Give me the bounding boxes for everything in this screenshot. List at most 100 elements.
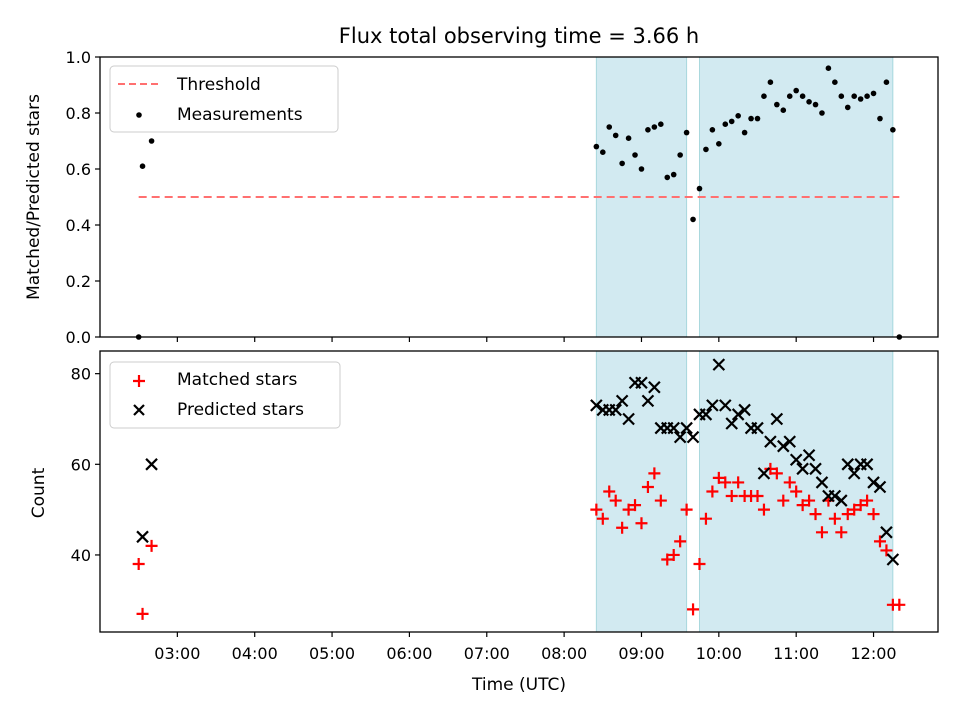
predicted-star-point	[145, 458, 158, 471]
predicted-star-point	[136, 530, 149, 544]
measurement-point	[593, 143, 600, 150]
measurement-point	[851, 93, 857, 99]
x-tick-label: 09:00	[618, 644, 664, 663]
top-y-tick-label: 0.6	[66, 160, 91, 179]
measurement-point	[883, 79, 890, 85]
measurement-point	[625, 135, 632, 141]
measurement-point	[696, 185, 703, 192]
matched-star-point	[835, 526, 848, 539]
predicted-star-point	[609, 403, 622, 417]
measurement-point	[645, 127, 651, 133]
matched-star-point	[880, 544, 893, 557]
matched-star-point	[136, 607, 149, 620]
x-tick-label: 12:00	[850, 644, 896, 663]
matched-star-point	[764, 462, 777, 475]
matched-star-point	[796, 499, 809, 512]
matched-star-point	[145, 539, 158, 552]
threshold-legend-label: Threshold	[176, 75, 261, 95]
predicted-star-point	[680, 421, 693, 435]
bottom-y-tick-label: 60	[71, 455, 91, 474]
matched-star-point	[803, 494, 816, 507]
matched-star-point	[757, 503, 770, 516]
x-tick-label: 06:00	[386, 644, 432, 663]
measurement-point	[844, 104, 851, 111]
bottom-legend-box	[109, 361, 341, 429]
matched-star-point	[603, 485, 616, 498]
matched-star-point	[693, 558, 706, 571]
predicted-star-points	[136, 358, 900, 566]
matched-star-point	[674, 535, 687, 548]
matched-star-point	[706, 485, 719, 498]
predicted-star-point	[867, 476, 880, 489]
predicted-star-point	[809, 462, 822, 476]
measurement-point	[793, 87, 799, 94]
matched-star-point	[719, 476, 732, 489]
predicted-star-point	[828, 489, 842, 503]
measurement-point	[632, 152, 638, 158]
predicted-star-point	[706, 399, 719, 412]
predicted-star-point	[873, 480, 887, 494]
measurement-point	[709, 127, 716, 133]
matched-star-point	[732, 476, 745, 489]
predicted-star-point	[835, 494, 848, 507]
bottom-y-tick-label: 80	[71, 365, 91, 384]
measurement-point	[890, 127, 896, 133]
top-y-tick-label: 0.0	[66, 328, 91, 347]
measurement-point	[690, 216, 696, 223]
measurement-point	[877, 115, 883, 122]
measurement-point	[819, 110, 825, 116]
matched-star-point	[616, 521, 629, 534]
predicted-star-point	[777, 439, 790, 453]
predicted-star-point	[590, 399, 603, 412]
x-tick-label: 08:00	[541, 644, 587, 663]
top-y-axis-label: Matched/Predicted stars	[24, 94, 44, 300]
predicted-star-point	[802, 448, 816, 462]
measurement-point	[148, 138, 155, 144]
measurement-point	[651, 124, 658, 130]
x-tick-label: 04:00	[232, 644, 278, 663]
top-panel: 0.0 0.2 0.4 0.6 0.8 1.0 Matched/Predicted sta…	[24, 48, 939, 347]
predicted-star-point	[648, 380, 661, 394]
top-legend: Threshold Measurements	[109, 65, 339, 133]
predicted-star-point	[718, 399, 732, 412]
top-y-tick-label: 0.4	[66, 216, 91, 235]
predicted-star-point	[847, 467, 861, 480]
predicted-star-point	[738, 403, 751, 417]
measurements-legend-label: Measurements	[177, 105, 303, 125]
measurement-point	[741, 129, 748, 136]
predicted-star-point	[860, 458, 874, 471]
measurement-point	[139, 163, 146, 169]
top-x-ticks	[176, 337, 875, 342]
x-tick-label: 07:00	[464, 644, 510, 663]
predicted-star-point	[841, 458, 855, 471]
matched-star-point	[777, 494, 790, 507]
predicted-star-point	[622, 412, 635, 426]
measurement-point	[780, 107, 787, 113]
measurement-point	[612, 132, 619, 139]
matched-star-point	[893, 598, 906, 611]
measurement-points	[135, 65, 903, 340]
measurement-point	[838, 93, 845, 99]
matched-star-point	[687, 603, 700, 616]
predicted-star-point	[886, 553, 900, 566]
predicted-star-point	[725, 417, 739, 430]
matched-star-point	[783, 476, 796, 489]
measurement-point	[754, 115, 761, 122]
top-y-tick-label: 0.2	[66, 272, 91, 291]
predicted-star-point	[796, 462, 809, 476]
measurement-point	[683, 129, 690, 136]
matched-star-point	[848, 503, 861, 516]
top-plot-frame	[99, 56, 939, 338]
bottom-y-axis-label: Count	[29, 467, 49, 518]
measurement-point	[638, 166, 645, 172]
matched-star-point	[854, 499, 867, 512]
matched-star-point	[590, 503, 603, 516]
matched-star-point	[661, 553, 674, 566]
predicted-star-point	[699, 408, 713, 421]
matched-star-point	[809, 508, 822, 521]
measurement-point	[812, 101, 819, 108]
measurement-point	[703, 146, 709, 153]
matched-star-point	[699, 512, 712, 525]
top-y-tick-label: 0.8	[66, 104, 91, 123]
matched-star-point	[725, 490, 738, 503]
